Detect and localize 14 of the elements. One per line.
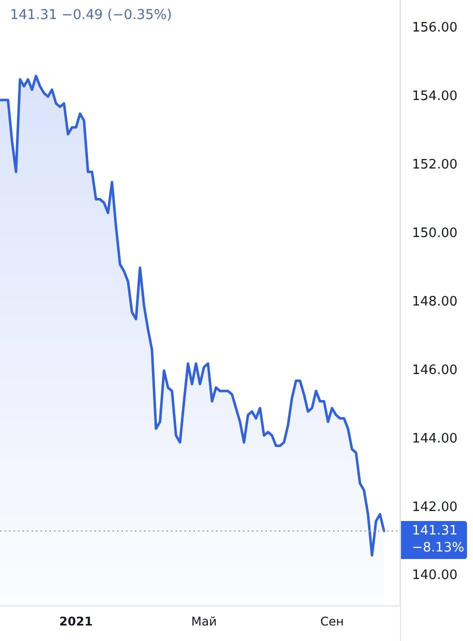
y-tick-label: 150.00 xyxy=(412,226,458,241)
y-tick-label: 146.00 xyxy=(412,362,458,378)
y-tick-label: 156.00 xyxy=(412,20,458,36)
y-tick-label: 152.00 xyxy=(412,157,458,172)
y-tick-label: 148.00 xyxy=(412,294,458,310)
text: 141.31 −0.49 (−0.35%) xyxy=(10,6,172,24)
y-tick-label: 144.00 xyxy=(412,431,458,446)
x-tick-label: 2021 xyxy=(59,614,93,628)
y-tick-label: 154.00 xyxy=(412,88,458,104)
ref-line-label: 141.31 −8.13% xyxy=(412,523,464,556)
x-tick-label: Сен xyxy=(320,614,344,628)
y-tick-label: 140.00 xyxy=(412,568,458,584)
x-tick-label: Май xyxy=(191,614,217,628)
y-tick-label: 142.00 xyxy=(412,500,458,515)
